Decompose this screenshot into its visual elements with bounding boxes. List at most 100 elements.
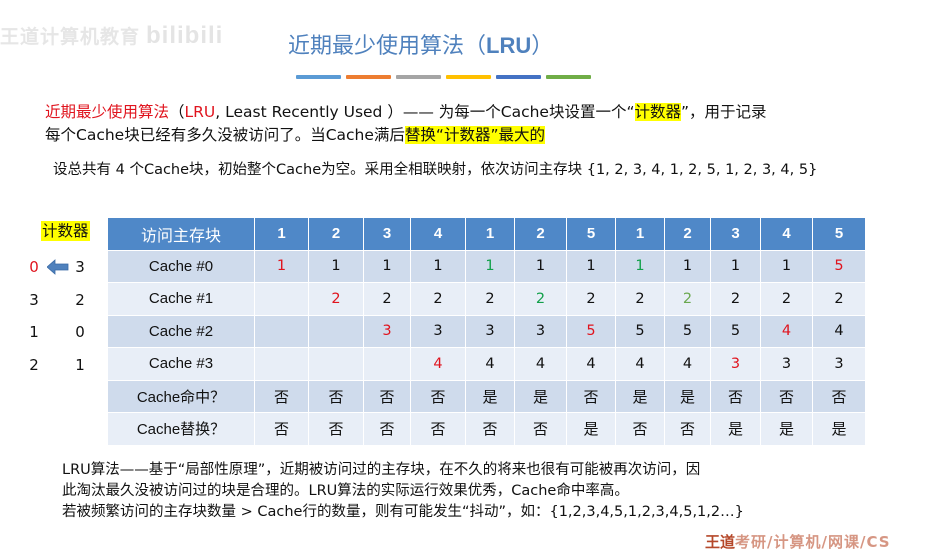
cache-cell: 3	[465, 314, 515, 348]
lru-simulation-table: 访问主存块 1 2 3 4 1 2 5 1 2 3 4 5 Cache #0 1 1…	[107, 217, 866, 446]
cache-cell: 2	[465, 282, 515, 316]
cache-cell: 2	[566, 282, 616, 316]
counter-left-1: 3	[29, 291, 39, 309]
hit-cell: 否	[308, 379, 364, 413]
counter-label: 计数器	[41, 221, 90, 241]
left-arrow-icon	[47, 259, 69, 275]
cache-cell: 4	[615, 347, 665, 381]
replace-cell: 否	[615, 412, 665, 446]
cell-value: 1	[682, 258, 693, 275]
cell-value: 1	[730, 258, 741, 275]
counter-left-3: 2	[29, 356, 39, 374]
row-label: Cache #1	[107, 282, 255, 316]
cache-cell: 2	[760, 282, 813, 316]
cache-cell: 3	[410, 314, 466, 348]
cache-cell: 5	[566, 314, 616, 348]
cell-value: 2	[382, 290, 392, 307]
header-access-3: 3	[363, 217, 411, 251]
counter-left-2: 1	[29, 323, 39, 341]
table-row-cache-3: Cache #3 4 4 4 4 4 4 3 3 3	[107, 347, 866, 381]
cache-cell: 1	[308, 249, 364, 283]
hit-cell: 否	[254, 379, 309, 413]
cell-value: 1	[635, 258, 645, 275]
lru-definition: 近期最少使用算法（LRU, Least Recently Used ）—— 为每…	[45, 101, 885, 147]
header-access-1: 1	[254, 217, 309, 251]
cache-cell: 1	[615, 249, 665, 283]
cache-cell: 4	[514, 347, 567, 381]
highlight-replace-rule: 替换“计数器”最大的	[404, 126, 545, 144]
cell-value: 2	[535, 290, 546, 307]
cache-cell: 2	[514, 282, 567, 316]
cell-value: 4	[433, 355, 443, 372]
cell-value: 2	[485, 290, 495, 307]
cache-cell: 1	[465, 249, 515, 283]
hit-cell: 否	[410, 379, 466, 413]
row-label: Cache #2	[107, 314, 255, 348]
footer-watermark: 王道考研/计算机/网课/CS	[705, 531, 891, 552]
table-row-cache-1: Cache #1 2 2 2 2 2 2 2 2 2 2 2	[107, 282, 866, 316]
cache-cell	[308, 314, 364, 348]
cache-cell	[363, 347, 411, 381]
color-bar-4	[446, 75, 491, 79]
cell-value: 3	[382, 323, 392, 340]
cell-value: 2	[331, 290, 341, 307]
row-label: Cache命中？	[107, 379, 255, 413]
cell-value: 1	[276, 258, 287, 275]
cell-value: 1	[433, 258, 443, 275]
header-access-10: 3	[710, 217, 761, 251]
title-text: 近期最少使用算法（	[288, 34, 487, 59]
watermark-text: 王道计算机教育	[0, 26, 141, 48]
cache-cell: 4	[410, 347, 466, 381]
replace-cell: 否	[514, 412, 567, 446]
row-label: Cache #3	[107, 347, 255, 381]
definition-after: ”，用于记录	[681, 103, 767, 121]
replace-cell: 是	[710, 412, 761, 446]
counter-right-2: 0	[75, 323, 85, 341]
replace-cell: 是	[566, 412, 616, 446]
replace-cell: 否	[664, 412, 711, 446]
cell-value: 1	[586, 258, 596, 275]
cell-value: 2	[433, 290, 443, 307]
color-bar-5	[496, 75, 541, 79]
cache-cell: 1	[710, 249, 761, 283]
bilibili-watermark: 王道计算机教育 bilibili	[0, 22, 223, 50]
cache-cell: 4	[760, 314, 813, 348]
counter-right-3: 1	[75, 356, 85, 374]
cell-value: 4	[834, 323, 844, 340]
cache-cell	[254, 314, 309, 348]
cell-value: 2	[730, 290, 741, 307]
cell-value: 1	[535, 258, 546, 275]
cell-value: 2	[586, 290, 596, 307]
cell-value: 1	[382, 258, 392, 275]
cell-value: 2	[682, 290, 693, 307]
decorative-color-bars	[296, 75, 591, 79]
cache-cell: 1	[760, 249, 813, 283]
cell-value: 3	[834, 355, 844, 372]
cache-cell	[308, 347, 364, 381]
cache-cell: 1	[664, 249, 711, 283]
row-label: Cache #0	[107, 249, 255, 283]
definition-abbr: LRU	[184, 103, 216, 121]
definition-text: , Least Recently Used ）—— 为每一个Cache块设置一个…	[215, 103, 635, 121]
cell-value: 2	[635, 290, 645, 307]
row-label: Cache替换？	[107, 412, 255, 446]
cache-cell: 2	[710, 282, 761, 316]
cache-cell: 2	[615, 282, 665, 316]
cache-cell: 3	[363, 314, 411, 348]
cell-value: 4	[682, 355, 693, 372]
cell-value: 4	[635, 355, 645, 372]
problem-setup: 设总共有 4 个Cache块，初始整个Cache为空。采用全相联映射，依次访问主…	[53, 162, 818, 178]
cell-value: 5	[682, 323, 693, 340]
cell-value: 4	[781, 323, 792, 340]
table-row-cache-2: Cache #2 3 3 3 3 5 5 5 5 4 4	[107, 314, 866, 348]
cache-cell: 1	[514, 249, 567, 283]
hit-cell: 是	[514, 379, 567, 413]
footer-watermark-rest: 考研/计算机/网课/CS	[735, 533, 891, 551]
cache-cell	[254, 282, 309, 316]
cell-value: 3	[730, 355, 741, 372]
cache-cell: 4	[465, 347, 515, 381]
footer-watermark-prefix: 王道	[705, 533, 736, 551]
counter-right-0: 3	[75, 258, 85, 276]
paren-open: （	[169, 103, 185, 121]
table-row-hit: Cache命中？否否否否是是否是是否否否	[107, 379, 866, 413]
